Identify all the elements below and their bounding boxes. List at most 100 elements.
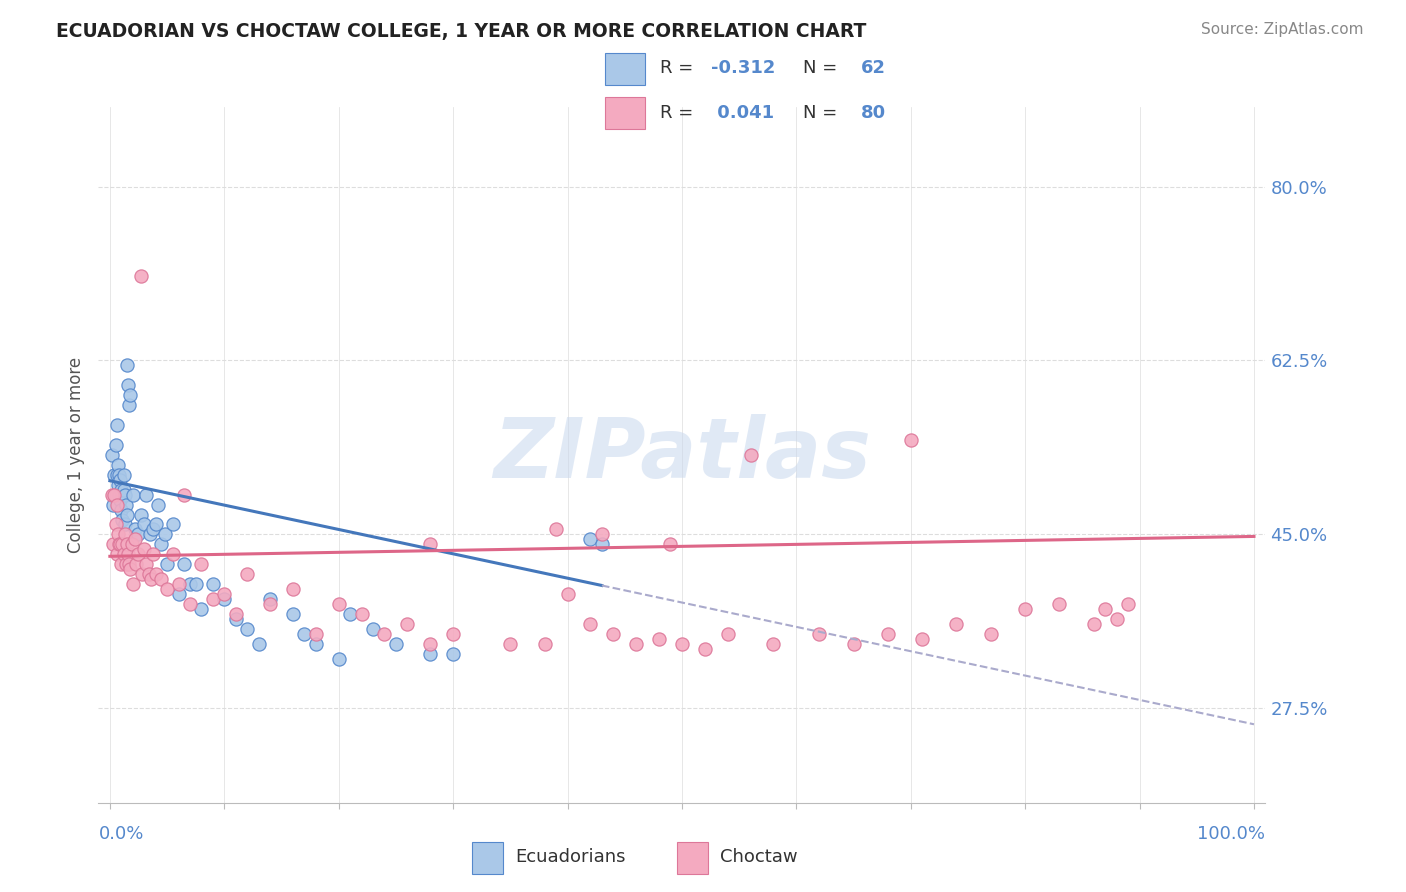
Point	[112, 483, 135, 497]
Point	[110, 502, 132, 516]
Point	[127, 527, 149, 541]
Point	[162, 517, 184, 532]
Point	[124, 523, 146, 537]
Point	[105, 467, 128, 482]
Point	[1116, 597, 1139, 611]
Point	[201, 592, 224, 607]
Point	[740, 448, 762, 462]
Point	[142, 523, 165, 537]
Point	[104, 517, 127, 532]
Point	[162, 547, 184, 561]
Point	[167, 587, 190, 601]
Text: Source: ZipAtlas.com: Source: ZipAtlas.com	[1201, 22, 1364, 37]
Point	[624, 637, 647, 651]
Point	[108, 492, 131, 507]
Point	[671, 637, 693, 651]
Point	[876, 627, 898, 641]
Point	[591, 527, 613, 541]
Point	[134, 542, 156, 557]
Point	[115, 508, 138, 522]
Point	[179, 577, 201, 591]
Point	[385, 637, 408, 651]
Text: 0.041: 0.041	[711, 103, 775, 121]
Point	[108, 488, 131, 502]
Point	[110, 558, 132, 572]
Point	[121, 577, 143, 591]
Text: Choctaw: Choctaw	[720, 847, 797, 866]
Point	[190, 558, 212, 572]
Point	[281, 582, 304, 596]
Point	[111, 512, 134, 526]
Point	[150, 537, 173, 551]
Text: N =: N =	[803, 103, 842, 121]
Point	[114, 488, 136, 502]
Point	[104, 488, 127, 502]
Point	[328, 597, 350, 611]
Point	[139, 527, 162, 541]
Point	[153, 527, 176, 541]
Point	[373, 627, 395, 641]
Point	[156, 558, 179, 572]
Point	[131, 567, 153, 582]
Point	[101, 488, 124, 502]
Point	[419, 537, 441, 551]
Point	[214, 592, 236, 607]
Point	[120, 388, 142, 402]
Point	[114, 517, 136, 532]
Point	[544, 523, 567, 537]
Point	[328, 651, 350, 665]
Point	[339, 607, 361, 621]
Point	[602, 627, 624, 641]
Point	[1049, 597, 1071, 611]
Text: Ecuadorians: Ecuadorians	[515, 847, 626, 866]
Point	[108, 473, 131, 487]
Point	[121, 537, 143, 551]
Point	[396, 616, 419, 631]
Text: 80: 80	[860, 103, 886, 121]
Point	[118, 558, 141, 572]
Point	[107, 477, 129, 491]
Point	[557, 587, 579, 601]
Point	[105, 547, 128, 561]
Point	[173, 488, 195, 502]
Point	[419, 647, 441, 661]
Point	[101, 448, 124, 462]
Point	[156, 582, 179, 596]
Point	[103, 488, 125, 502]
Point	[648, 632, 671, 646]
Point	[236, 622, 259, 636]
Point	[127, 547, 149, 561]
Point	[125, 558, 148, 572]
Point	[112, 547, 135, 561]
Point	[184, 577, 207, 591]
Point	[129, 268, 152, 283]
Y-axis label: College, 1 year or more: College, 1 year or more	[66, 357, 84, 553]
Point	[104, 438, 127, 452]
Text: 100.0%: 100.0%	[1198, 825, 1265, 843]
Point	[105, 418, 128, 433]
Point	[145, 517, 167, 532]
Point	[115, 558, 138, 572]
Point	[139, 572, 162, 586]
FancyBboxPatch shape	[605, 53, 645, 85]
Point	[214, 587, 236, 601]
Point	[980, 627, 1002, 641]
Point	[135, 488, 157, 502]
Point	[201, 577, 224, 591]
Point	[173, 558, 195, 572]
Point	[808, 627, 831, 641]
Text: -0.312: -0.312	[711, 60, 776, 78]
Text: ECUADORIAN VS CHOCTAW COLLEGE, 1 YEAR OR MORE CORRELATION CHART: ECUADORIAN VS CHOCTAW COLLEGE, 1 YEAR OR…	[56, 22, 866, 41]
Point	[103, 537, 125, 551]
Text: 0.0%: 0.0%	[98, 825, 143, 843]
Point	[659, 537, 682, 551]
Point	[225, 612, 247, 626]
Point	[108, 467, 131, 482]
FancyBboxPatch shape	[472, 842, 503, 874]
Point	[717, 627, 740, 641]
Point	[117, 378, 139, 392]
Point	[145, 567, 167, 582]
Point	[124, 533, 146, 547]
Point	[579, 616, 602, 631]
Point	[135, 558, 157, 572]
